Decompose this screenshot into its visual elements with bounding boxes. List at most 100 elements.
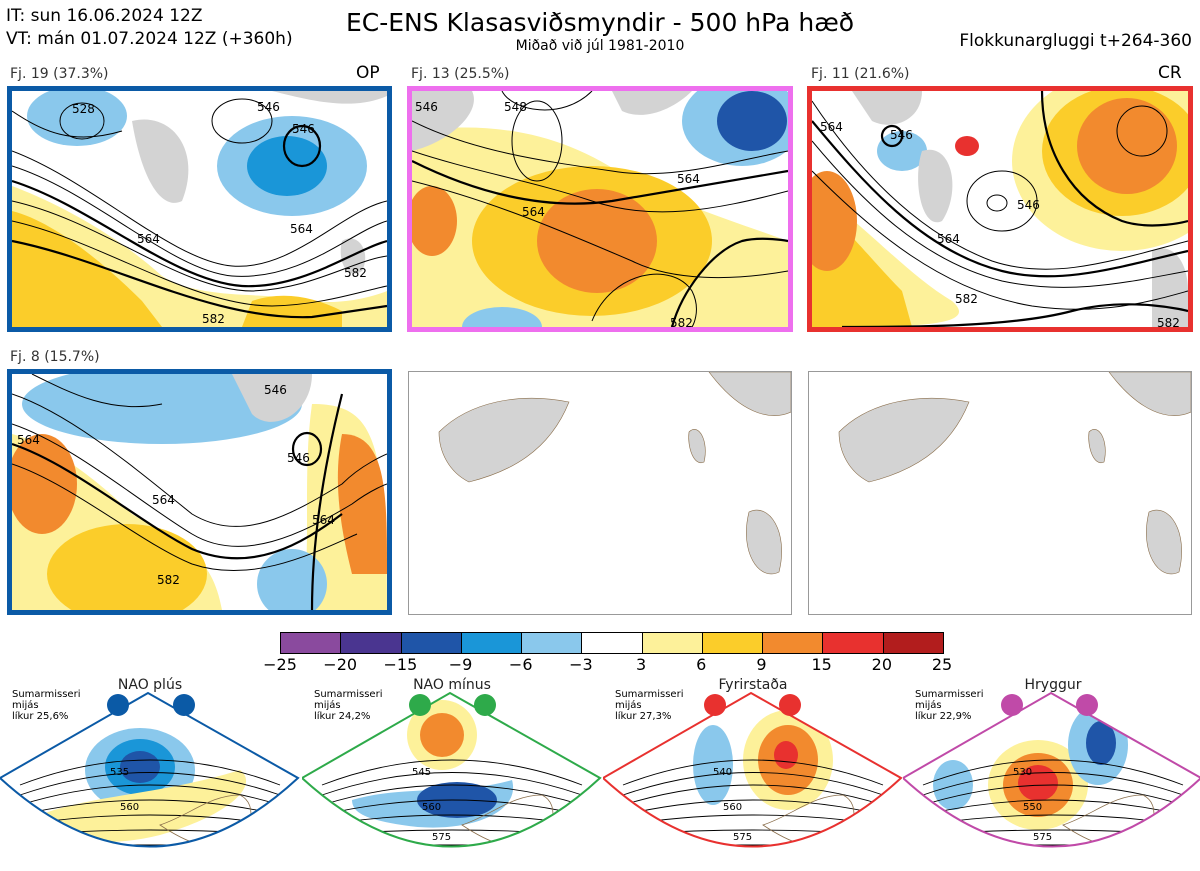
colorbar-tick-label: −9 xyxy=(448,655,473,674)
empty-map-6 xyxy=(808,371,1192,615)
valid-time: VT: mán 01.07.2024 12Z (+360h) xyxy=(6,29,293,49)
contour-label: 582 xyxy=(157,573,180,587)
colorbar-tick-label: −3 xyxy=(569,655,593,674)
cluster-map-4: 546 546 564 564 582 564 xyxy=(7,369,392,615)
contour-label: 528 xyxy=(72,102,95,116)
contour-label: 582 xyxy=(202,312,225,326)
panel-3-tag: CR xyxy=(1158,63,1182,83)
regime-marker-dot xyxy=(1001,694,1023,716)
cluster-map-2: 546 548 564 564 582 xyxy=(407,86,793,332)
contour-label: 564 xyxy=(137,232,160,246)
regime-contour-label: 560 xyxy=(120,802,139,813)
regime-panel: 540 560 575 Fyrirstaða Sumarmisseri mijás … xyxy=(603,675,903,871)
regime-season-sub: mijás xyxy=(314,700,341,711)
anomaly-colorbar xyxy=(280,632,944,654)
colorbar-tick-label: 6 xyxy=(696,655,707,674)
regime-contour-label: 560 xyxy=(422,802,441,813)
colorbar-swatch xyxy=(461,633,523,653)
contour-label: 546 xyxy=(415,100,438,114)
panel-3-label: Fj. 11 (21.6%) xyxy=(811,66,910,82)
colorbar-tick-label: 9 xyxy=(756,655,767,674)
panel-2-label: Fj. 13 (25.5%) xyxy=(411,66,510,82)
contour-label: 582 xyxy=(344,266,367,280)
colorbar-swatch xyxy=(702,633,764,653)
colorbar-swatch xyxy=(341,633,402,653)
contour-label: 548 xyxy=(504,100,527,114)
colorbar-swatch xyxy=(823,633,884,653)
regime-season-sub: mijás xyxy=(915,700,942,711)
regime-contour-label: 545 xyxy=(412,767,431,778)
contour-label: 564 xyxy=(312,513,335,527)
contour-label: 546 xyxy=(264,383,287,397)
climatology-subtitle: Miðað við júl 1981-2010 xyxy=(515,38,685,54)
regime-name: Hryggur xyxy=(1024,677,1082,693)
colorbar-swatch xyxy=(522,633,583,653)
contour-label: 546 xyxy=(890,128,913,142)
regime-marker-dot xyxy=(107,694,129,716)
contour-label: 546 xyxy=(292,122,315,136)
colorbar-swatch xyxy=(281,633,342,653)
contour-label: 564 xyxy=(290,222,313,236)
contour-label: 546 xyxy=(287,451,310,465)
regime-contour-label: 535 xyxy=(110,767,129,778)
classification-window: Flokkunargluggi t+264-360 xyxy=(959,31,1192,51)
regime-name: NAO plús xyxy=(117,677,183,693)
colorbar-tick-label: −6 xyxy=(508,655,533,674)
colorbar-ticks: −25 −20 −15 −9 −6 −3 3 6 9 15 20 25 xyxy=(263,655,952,675)
colorbar-tick-label: 25 xyxy=(931,655,953,674)
regime-panel: 535 560 NAO plús Sumarmisseri mijás líkur… xyxy=(0,675,300,871)
panel-4-label: Fj. 8 (15.7%) xyxy=(10,349,100,365)
init-time: IT: sun 16.06.2024 12Z xyxy=(6,6,203,26)
regime-panel: 545 560 575 NAO mínus Sumarmisseri mijás l… xyxy=(302,675,602,871)
regime-season: Sumarmisseri xyxy=(12,689,81,700)
colorbar-tick-label: 20 xyxy=(871,655,892,674)
colorbar-tick-label: −25 xyxy=(263,655,297,674)
contour-label: 582 xyxy=(955,292,978,306)
regime-probability: líkur 24,2% xyxy=(314,711,371,722)
colorbar-swatch xyxy=(883,633,943,653)
regime-contour-label: 530 xyxy=(1013,767,1032,778)
contour-label: 582 xyxy=(1157,316,1180,327)
contour-label: 564 xyxy=(522,205,545,219)
regime-season: Sumarmisseri xyxy=(615,689,684,700)
colorbar-tick-label: −20 xyxy=(323,655,358,674)
regime-marker-dot xyxy=(704,694,726,716)
regime-contour-label: 575 xyxy=(1033,832,1052,843)
regime-probability: líkur 27,3% xyxy=(615,711,672,722)
regime-panel: 530 550 575 Hryggur Sumarmisseri mijás lík… xyxy=(903,675,1200,871)
cluster-map-3: 564 546 546 564 582 582 xyxy=(807,86,1193,332)
regime-contour-label: 575 xyxy=(432,832,451,843)
colorbar-tick-label: 3 xyxy=(635,655,647,674)
contour-label: 564 xyxy=(820,120,843,134)
regime-marker-dot xyxy=(409,694,431,716)
regime-season-sub: mijás xyxy=(615,700,642,711)
regime-season: Sumarmisseri xyxy=(915,689,984,700)
contour-label: 546 xyxy=(257,100,280,114)
contour-label: 546 xyxy=(1017,198,1040,212)
colorbar-swatch xyxy=(642,633,703,653)
contour-label: 564 xyxy=(17,433,40,447)
regime-name: Fyrirstaða xyxy=(718,677,788,693)
colorbar-tick-label: −15 xyxy=(383,655,418,674)
regime-name: NAO mínus xyxy=(413,677,491,693)
contour-label: 564 xyxy=(937,232,960,246)
regime-season: Sumarmisseri xyxy=(314,689,383,700)
page-title: EC-ENS Klasasviðsmyndir - 500 hPa hæð xyxy=(345,8,855,37)
regime-marker-dot xyxy=(173,694,195,716)
contour-label: 582 xyxy=(670,316,693,327)
colorbar-swatch xyxy=(401,633,462,653)
regime-marker-dot xyxy=(779,694,801,716)
colorbar-swatch xyxy=(582,633,643,653)
contour-label: 564 xyxy=(152,493,175,507)
regime-marker-dot xyxy=(1076,694,1098,716)
regime-contour-label: 540 xyxy=(713,767,732,778)
regime-marker-dot xyxy=(474,694,496,716)
empty-map-5 xyxy=(408,371,792,615)
panel-1-tag: OP xyxy=(356,63,380,83)
colorbar-swatch xyxy=(763,633,824,653)
regime-contour-label: 575 xyxy=(733,832,752,843)
regime-probability: líkur 25,6% xyxy=(12,711,69,722)
regime-season-sub: mijás xyxy=(12,700,39,711)
contour-label: 564 xyxy=(677,172,700,186)
cluster-map-1: 528 546 546 564 564 582 582 xyxy=(7,86,392,332)
